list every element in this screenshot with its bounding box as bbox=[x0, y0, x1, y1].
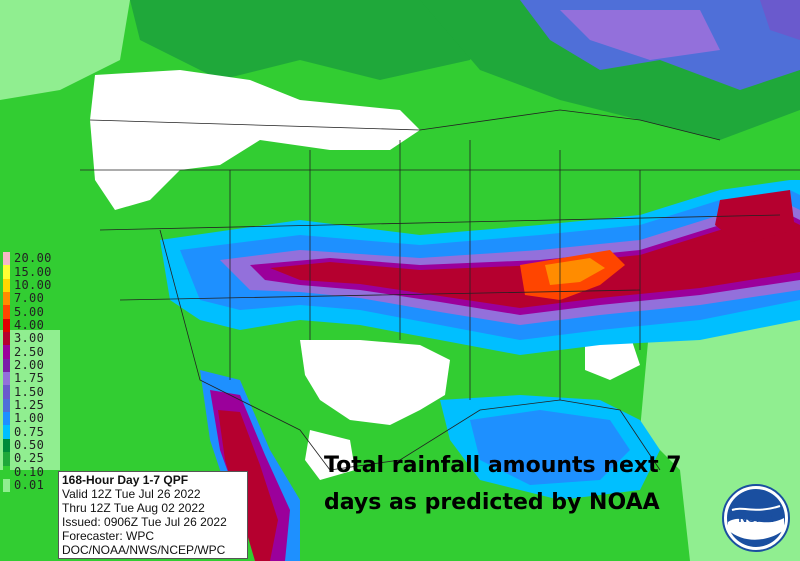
caption-line-2: days as predicted by NOAA bbox=[324, 490, 660, 515]
legend-item: 7.00 bbox=[3, 291, 59, 306]
legend-swatch bbox=[3, 345, 10, 359]
legend-label: 1.75 bbox=[14, 371, 45, 386]
legend-swatch bbox=[3, 438, 10, 453]
legend-label: 15.00 bbox=[14, 264, 52, 279]
rain-area-red bbox=[218, 410, 278, 561]
legend-item: 0.25 bbox=[3, 451, 59, 466]
legend-swatch bbox=[3, 332, 10, 346]
legend-label: 1.00 bbox=[14, 411, 45, 426]
no-rain-area bbox=[300, 340, 450, 425]
legend-swatch bbox=[3, 398, 10, 413]
info-title: 168-Hour Day 1-7 QPF bbox=[62, 473, 189, 487]
legend-item: 5.00 bbox=[3, 304, 59, 319]
no-rain-area bbox=[305, 430, 355, 480]
rain-area-purple bbox=[560, 10, 720, 60]
legend-label: 20.00 bbox=[14, 251, 52, 266]
legend-swatch bbox=[3, 478, 10, 493]
legend-item: 1.25 bbox=[3, 397, 59, 413]
legend-swatch bbox=[3, 452, 10, 466]
precipitation-legend: 20.00 15.00 10.00 7.00 5.00 4.00 3.00 2.… bbox=[3, 251, 59, 493]
info-issued: Issued: 0906Z Tue Jul 26 2022 bbox=[62, 515, 227, 529]
legend-swatch bbox=[3, 252, 10, 266]
legend-item: 0.50 bbox=[3, 437, 59, 453]
legend-swatch bbox=[3, 318, 10, 333]
legend-item: 1.50 bbox=[3, 384, 59, 399]
legend-swatch bbox=[3, 425, 10, 439]
legend-item: 0.01 bbox=[3, 478, 59, 493]
rain-area-light bbox=[0, 330, 60, 470]
rain-area-darkgreen bbox=[130, 0, 500, 80]
legend-swatch bbox=[3, 372, 10, 386]
legend-label: 4.00 bbox=[14, 317, 45, 332]
legend-swatch bbox=[3, 265, 10, 279]
legend-label: 0.75 bbox=[14, 424, 45, 439]
legend-item: 4.00 bbox=[3, 317, 59, 333]
legend-label: 2.50 bbox=[14, 344, 45, 359]
info-agency: DOC/NOAA/NWS/NCEP/WPC bbox=[62, 543, 226, 557]
legend-swatch bbox=[3, 412, 10, 426]
legend-item: 1.75 bbox=[3, 371, 59, 386]
legend-swatch bbox=[3, 292, 10, 306]
info-valid: Valid 12Z Tue Jul 26 2022 bbox=[62, 487, 201, 501]
legend-swatch bbox=[3, 358, 10, 373]
legend-item: 20.00 bbox=[3, 251, 59, 266]
caption-line-1: Total rainfall amounts next 7 bbox=[324, 453, 682, 478]
legend-swatch bbox=[3, 385, 10, 399]
legend-label: 0.01 bbox=[14, 478, 45, 493]
legend-label: 7.00 bbox=[14, 291, 45, 306]
legend-label: 5.00 bbox=[14, 304, 45, 319]
legend-item: 3.00 bbox=[3, 331, 59, 346]
logo-text: NOAA bbox=[738, 511, 774, 525]
rain-area-red bbox=[715, 190, 795, 245]
legend-item: 2.50 bbox=[3, 344, 59, 359]
rain-area-red bbox=[270, 220, 800, 308]
caption: Total rainfall amounts next 7 days as pr… bbox=[324, 447, 744, 521]
rain-area-blue bbox=[470, 410, 630, 485]
legend-item: 0.75 bbox=[3, 424, 59, 439]
legend-label: 0.50 bbox=[14, 437, 45, 452]
legend-label: 1.50 bbox=[14, 384, 45, 399]
rain-area-purple bbox=[760, 0, 800, 40]
legend-label: 2.00 bbox=[14, 357, 45, 372]
legend-item: 2.00 bbox=[3, 357, 59, 373]
legend-item: 0.10 bbox=[3, 464, 59, 479]
rain-area-light bbox=[0, 0, 130, 100]
state-boundaries bbox=[80, 109, 800, 471]
legend-item: 1.00 bbox=[3, 411, 59, 426]
noaa-logo-icon: NOAA bbox=[722, 484, 790, 552]
legend-label: 3.00 bbox=[14, 331, 45, 346]
no-rain-area bbox=[585, 335, 640, 380]
forecast-info-box: 168-Hour Day 1-7 QPF Valid 12Z Tue Jul 2… bbox=[58, 471, 248, 559]
legend-swatch bbox=[3, 278, 10, 293]
legend-label: 10.00 bbox=[14, 277, 52, 292]
legend-item: 15.00 bbox=[3, 264, 59, 279]
legend-item: 10.00 bbox=[3, 277, 59, 293]
legend-label: 0.10 bbox=[14, 464, 45, 479]
legend-label: 1.25 bbox=[14, 397, 45, 412]
info-forecaster: Forecaster: WPC bbox=[62, 529, 155, 543]
legend-swatch bbox=[3, 465, 10, 479]
legend-label: 0.25 bbox=[14, 451, 45, 466]
legend-swatch bbox=[3, 305, 10, 319]
no-rain-area bbox=[90, 70, 420, 210]
info-thru: Thru 12Z Tue Aug 02 2022 bbox=[62, 501, 205, 515]
